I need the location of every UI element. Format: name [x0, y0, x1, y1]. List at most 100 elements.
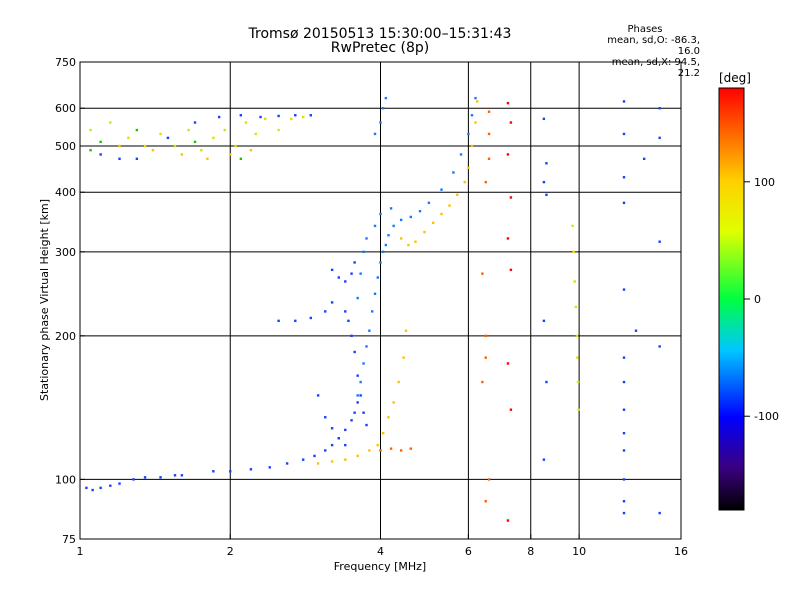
data-point: [459, 153, 463, 156]
data-point: [484, 180, 487, 184]
data-point: [622, 132, 626, 136]
data-point: [356, 454, 359, 458]
data-point: [330, 443, 334, 447]
data-point: [506, 362, 510, 365]
data-point: [180, 474, 184, 477]
data-point: [143, 476, 147, 479]
data-point: [277, 319, 280, 323]
data-point: [392, 224, 395, 228]
data-point: [109, 484, 112, 487]
data-point: [576, 356, 579, 359]
x-tick-label: 4: [377, 545, 384, 558]
data-point: [301, 458, 305, 461]
x-axis-ticks: 1 2 4 6 8 10 16: [77, 534, 688, 558]
data-point: [99, 153, 102, 156]
data-point: [118, 482, 121, 485]
data-point: [373, 224, 377, 228]
y-tick-label: 500: [55, 140, 76, 153]
data-point: [470, 144, 474, 148]
data-point: [353, 411, 356, 414]
data-point: [324, 416, 327, 419]
data-point: [407, 243, 410, 247]
data-point: [268, 466, 271, 469]
data-point: [389, 447, 393, 450]
data-point: [356, 394, 359, 397]
data-point: [509, 196, 513, 199]
data-point: [399, 218, 403, 222]
data-point: [371, 310, 374, 313]
chart-subtitle: RwPretec (8p): [330, 40, 430, 56]
y-tick-label: 300: [55, 246, 76, 259]
data-point: [309, 316, 312, 320]
data-point: [487, 157, 491, 161]
colorbar-label: [deg]: [719, 71, 751, 85]
data-point: [574, 305, 578, 309]
data-point: [622, 356, 626, 359]
data-point: [402, 356, 405, 359]
data-point: [379, 212, 382, 216]
colorbar: [719, 88, 744, 510]
data-point: [365, 423, 368, 427]
data-point: [381, 250, 385, 254]
data-point: [622, 431, 626, 435]
y-tick-label: 100: [55, 473, 76, 486]
data-point: [658, 240, 661, 243]
data-point: [356, 296, 359, 300]
data-point: [622, 449, 626, 452]
data-point: [573, 280, 576, 283]
data-point: [373, 132, 377, 136]
data-point: [476, 100, 479, 103]
chart-title: Tromsø 20150513 15:30:00–15:31:43: [248, 26, 512, 42]
data-point: [392, 401, 395, 404]
x-tick-label: 1: [77, 545, 84, 558]
data-point: [99, 140, 102, 144]
data-point: [254, 132, 257, 136]
data-point: [622, 100, 626, 103]
data-point: [506, 237, 510, 240]
data-point: [397, 380, 400, 384]
data-point: [542, 117, 546, 121]
data-point: [99, 486, 102, 490]
data-point: [365, 345, 368, 348]
data-point: [193, 121, 197, 124]
data-point: [159, 476, 162, 479]
data-point: [387, 234, 390, 237]
data-point: [622, 201, 626, 205]
data-point: [379, 121, 382, 124]
data-point: [576, 380, 580, 384]
data-point: [285, 462, 289, 465]
data-point: [362, 411, 365, 414]
data-point: [353, 350, 356, 354]
data-point: [418, 209, 422, 213]
x-tick-label: 8: [527, 545, 534, 558]
data-point: [622, 511, 626, 515]
data-point: [309, 114, 312, 117]
data-point: [347, 319, 350, 323]
data-point: [509, 121, 513, 124]
data-point: [89, 128, 92, 132]
data-point: [571, 224, 574, 228]
data-point: [365, 237, 368, 240]
x-axis-label: Frequency [MHz]: [334, 560, 426, 573]
data-point: [542, 319, 546, 323]
x-tick-label: 16: [674, 545, 688, 558]
data-point: [658, 136, 661, 140]
y-axis-label: Stationary phase Virtual Height [km]: [38, 199, 51, 401]
y-axis-ticks: 75 100 200 300 400 500 600 750: [55, 56, 85, 546]
data-point: [474, 96, 477, 100]
data-point: [277, 128, 280, 132]
data-point: [244, 121, 248, 124]
grid-lines: [80, 62, 681, 539]
data-point: [384, 243, 388, 247]
data-point: [359, 272, 362, 275]
data-point: [337, 276, 341, 279]
data-point: [470, 114, 474, 117]
data-point: [212, 136, 215, 140]
data-point: [474, 121, 477, 124]
data-point: [359, 394, 362, 397]
data-point: [376, 276, 379, 279]
data-point: [487, 110, 491, 113]
data-point: [399, 237, 403, 240]
data-point: [330, 460, 334, 463]
y-tick-label: 200: [55, 330, 76, 343]
